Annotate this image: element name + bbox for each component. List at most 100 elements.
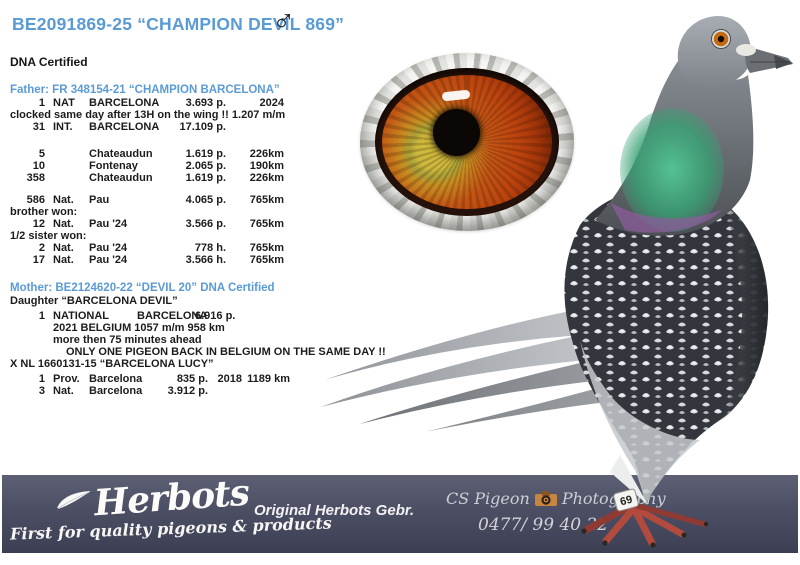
pedigree-row: 10 Fontenay 2.065 p. 190km — [10, 160, 355, 172]
male-symbol-icon: ♂ — [272, 2, 296, 37]
pedigree-cell: BARCELONA — [89, 121, 160, 133]
pigeon-eye-photo — [360, 53, 574, 231]
beak-cere — [736, 44, 756, 56]
pedigree-row: brother won: — [10, 206, 78, 218]
pedigree-cell: Nat. — [53, 385, 74, 397]
pedigree-cell: BARCELONA — [137, 310, 208, 322]
pedigree-cell: INT. — [53, 121, 73, 133]
pedigree-cell: BARCELONA — [89, 97, 160, 109]
pedigree-row: X NL 1660131-15 “BARCELONA LUCY” — [10, 358, 214, 370]
pedigree-cell: 778 h. — [194, 242, 226, 254]
pedigree-row: clocked same day after 13H on the wing !… — [10, 109, 286, 121]
mother-results: Daughter “BARCELONA DEVIL” 1 NATIONAL BARCE… — [10, 295, 386, 397]
pedigree-cell: Nat. — [53, 254, 74, 266]
pedigree-cell: 1189 km — [247, 373, 290, 385]
pedigree-cell: Pau — [89, 194, 110, 206]
pedigree-row: 31 INT. BARCELONA 17.109 p. — [10, 121, 355, 133]
pedigree-row: 1 NATIONAL BARCELONA 6.916 p. — [10, 310, 355, 322]
pedigree-cell: 10 — [32, 160, 45, 172]
pedigree-cell: 1 — [38, 97, 45, 109]
pedigree-cell: 358 — [26, 172, 45, 184]
pedigree-row: more then 75 minutes ahead — [53, 334, 202, 346]
pedigree-cell: 12 — [32, 218, 45, 230]
pedigree-cell: 6.916 p. — [195, 310, 236, 322]
eye-pupil — [433, 109, 480, 156]
pedigree-cell: 2.065 p. — [185, 160, 226, 172]
pedigree-row: Daughter “BARCELONA DEVIL” — [10, 295, 178, 307]
pedigree-cell: 3.693 p. — [185, 97, 226, 109]
pedigree-row: 3 Nat. Barcelona 3.912 p. — [10, 385, 355, 397]
pedigree-cell — [53, 160, 89, 172]
pedigree-cell: Pau '24 — [89, 254, 128, 266]
phone-number: 0477/ 99 40 22 — [478, 515, 609, 535]
father-results: 1 NAT BARCELONA 3.693 p. 2024 clocked same da… — [10, 97, 355, 266]
pedigree-text: Father: FR 348154-21 “CHAMPION BARCELONA… — [10, 84, 386, 397]
pedigree-cell: 1.619 p. — [185, 172, 226, 184]
neck-purple-sheen — [610, 202, 722, 233]
page-title: BE2091869-25 “CHAMPION DEVIL 869” — [12, 14, 345, 34]
pedigree-cell: 4.065 p. — [185, 194, 226, 206]
mother-header: Mother: BE2124620-22 “DEVIL 20” DNA Cert… — [10, 282, 275, 294]
leg-band-number: 69 — [618, 492, 633, 507]
feather-icon — [57, 490, 91, 509]
pedigree-cell: 5 — [38, 148, 45, 160]
mother-section: Mother: BE2124620-22 “DEVIL 20” DNA Cert… — [10, 282, 386, 397]
pedigree-cell: Nat. — [53, 194, 74, 206]
pedigree-row: 17 Nat. Pau '24 3.566 h. 765km — [10, 254, 355, 266]
pedigree-cell — [208, 385, 242, 397]
pedigree-cell: 765km — [249, 194, 284, 206]
pedigree-cell: 190km — [249, 160, 284, 172]
pedigree-cell: Chateaudun — [89, 148, 153, 160]
pedigree-cell: 17 — [32, 254, 45, 266]
pedigree-cell: Barcelona — [89, 373, 143, 385]
pigeon-photo: 69 — [287, 16, 793, 548]
pedigree-row: 586 Nat. Pau 4.065 p. 765km — [10, 194, 355, 206]
pedigree-row: 1/2 sister won: — [10, 230, 87, 242]
pedigree-cell: 3.912 p. — [167, 385, 208, 397]
pedigree-cell: 2 — [38, 242, 45, 254]
pigeon-feet: 69 — [581, 488, 709, 548]
pedigree-cell: Pau '24 — [89, 218, 128, 230]
pedigree-cell: Nat. — [53, 242, 74, 254]
pigeon-body — [564, 186, 769, 505]
pedigree-cell: 586 — [26, 194, 45, 206]
pedigree-cell: NATIONAL — [53, 310, 110, 322]
pedigree-cell: 226km — [249, 172, 284, 184]
pedigree-cell: Chateaudun — [89, 172, 153, 184]
pedigree-row: 2 Nat. Pau '24 778 h. 765km — [10, 242, 355, 254]
pedigree-row: 5 Chateaudun 1.619 p. 226km — [10, 148, 355, 160]
pedigree-cell: 17.109 p. — [179, 121, 226, 133]
pedigree-cell: 31 — [32, 121, 45, 133]
pedigree-row: 12 Nat. Pau '24 3.566 p. 765km — [10, 218, 355, 230]
pedigree-cell — [53, 148, 89, 160]
bottom-margin — [0, 553, 800, 565]
pedigree-cell — [53, 172, 89, 184]
original-herbots-label: Original Herbots Gebr. — [254, 502, 415, 519]
pedigree-cell: 1.619 p. — [185, 148, 226, 160]
pedigree-cell: 835 p. — [176, 373, 208, 385]
pedigree-cell: 3 — [38, 385, 45, 397]
pedigree-cell: 2024 — [259, 97, 284, 109]
pedigree-cell: 3.566 p. — [185, 218, 226, 230]
pigeon-head — [677, 16, 793, 87]
pedigree-cell: Pau '24 — [89, 242, 128, 254]
pedigree-cell: NAT — [53, 97, 75, 109]
father-section: Father: FR 348154-21 “CHAMPION BARCELONA… — [10, 84, 355, 266]
pedigree-row: 358 Chateaudun 1.619 p. 226km — [10, 172, 355, 184]
pedigree-cell: 1 — [38, 373, 45, 385]
pedigree-cell: 765km — [249, 254, 284, 266]
pigeon-neck — [595, 42, 754, 236]
pedigree-row: ONLY ONE PIGEON BACK IN BELGIUM ON THE S… — [66, 346, 386, 358]
pedigree-cell: Nat. — [53, 218, 74, 230]
pedigree-cell: 765km — [249, 242, 284, 254]
pedigree-cell: Fontenay — [89, 160, 138, 172]
pedigree-cell: 2018 — [217, 373, 242, 385]
pedigree-row: 1 NAT BARCELONA 3.693 p. 2024 — [10, 97, 355, 109]
photo-credit-left: CS Pigeon — [446, 489, 530, 508]
neck-iridescence — [620, 108, 724, 232]
pedigree-cell: 1 — [38, 310, 45, 322]
pedigree-cell: Prov. — [53, 373, 80, 385]
pedigree-cell: 765km — [249, 218, 284, 230]
dna-certified-label: DNA Certified — [10, 55, 88, 69]
